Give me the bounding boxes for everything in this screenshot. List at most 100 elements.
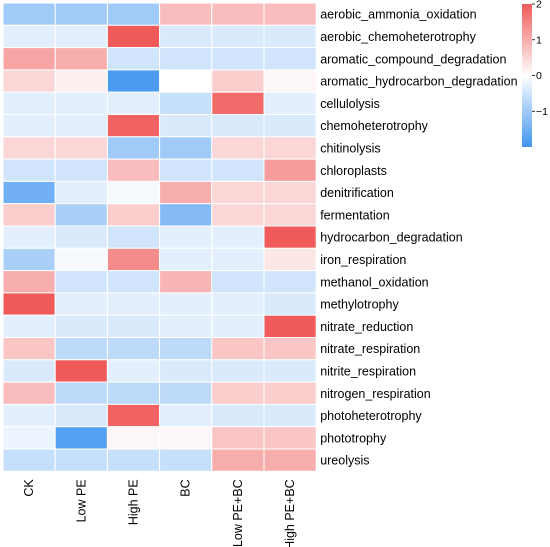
row-label: aromatic_compound_degradation [320, 52, 506, 66]
heatmap-cell [106, 203, 161, 227]
heatmap-cell [54, 314, 108, 339]
heatmap-cell [54, 292, 108, 316]
colorbar-tick-label: −1 [536, 106, 548, 118]
heatmap-cell [54, 47, 108, 71]
heatmap-cell [263, 247, 317, 272]
heatmap-cell [159, 91, 213, 115]
row-label: chitinolysis [320, 141, 380, 155]
heatmap-cell [54, 203, 108, 227]
heatmap-cell [2, 69, 56, 93]
column-label: BC [179, 479, 193, 496]
heatmap-cell [106, 381, 161, 405]
heatmap-cell [106, 114, 161, 138]
heatmap-cell [211, 114, 265, 138]
heatmap-cell [263, 47, 317, 71]
heatmap-cell [2, 292, 56, 316]
heatmap-cell [106, 2, 161, 26]
heatmap-cell [54, 2, 108, 26]
row-label: hydrocarbon_degradation [320, 231, 463, 245]
row-label: nitrate_respiration [320, 342, 420, 356]
column-labels: CK Low PE High PE BC Low PE+BC High PE+BC [22, 479, 297, 547]
heatmap-cell [106, 247, 161, 272]
heatmap-cell [159, 448, 213, 472]
heatmap-cell [263, 359, 317, 383]
heatmap-cell [2, 158, 56, 182]
heatmap-cell [2, 47, 56, 71]
heatmap-cell [159, 69, 213, 93]
heatmap-cell [211, 158, 265, 182]
row-label: chloroplasts [320, 164, 387, 178]
heatmap-cell [263, 2, 317, 26]
column-label: High PE+BC [283, 479, 297, 547]
row-label: photoheterotrophy [320, 409, 422, 423]
heatmap-cell [54, 91, 108, 115]
heatmap-cell [159, 47, 213, 71]
heatmap-cell [54, 247, 108, 272]
heatmap-cell [2, 314, 56, 339]
heatmap-cell [211, 314, 265, 339]
row-label: cellulolysis [320, 97, 380, 111]
heatmap-cell [211, 247, 265, 272]
colorbar: 2 1 0 −1 [522, 0, 548, 147]
heatmap-cell [211, 203, 265, 227]
row-label: nitrite_respiration [320, 364, 416, 378]
colorbar-tick-label: 1 [536, 34, 542, 46]
heatmap-cell [211, 69, 265, 93]
heatmap-cell [159, 337, 213, 361]
colorbar-tick-label: 2 [536, 0, 542, 11]
heatmap-cell [159, 426, 213, 450]
heatmap-cell [211, 47, 265, 71]
colorbar-tick-label: 0 [536, 70, 542, 82]
heatmap-cell [159, 114, 213, 138]
row-label: methanol_oxidation [320, 275, 428, 289]
heatmap-cell [2, 359, 56, 383]
heatmap-cell [159, 292, 213, 316]
heatmap-cells [2, 2, 317, 472]
heatmap-cell [159, 158, 213, 182]
heatmap-cell [54, 270, 108, 294]
heatmap-cell [106, 24, 161, 49]
heatmap-cell [263, 91, 317, 115]
colorbar-gradient [522, 4, 532, 147]
heatmap-cell [106, 69, 161, 93]
heatmap-cell [2, 448, 56, 472]
heatmap-cell [54, 448, 108, 472]
heatmap-cell [54, 136, 108, 160]
heatmap-cell [263, 69, 317, 93]
heatmap-cell [211, 180, 265, 205]
heatmap-cell [263, 292, 317, 316]
row-label: chemoheterotrophy [320, 119, 428, 133]
heatmap-cell [2, 381, 56, 405]
heatmap-cell [263, 270, 317, 294]
heatmap-cell [106, 448, 161, 472]
heatmap-cell [211, 24, 265, 49]
heatmap-cell [2, 403, 56, 428]
heatmap-cell [211, 359, 265, 383]
heatmap-cell [159, 359, 213, 383]
heatmap-cell [159, 180, 213, 205]
heatmap-cell [2, 203, 56, 227]
column-label: Low PE [74, 479, 88, 522]
heatmap-cell [211, 136, 265, 160]
heatmap-cell [54, 359, 108, 383]
row-label: methylotrophy [320, 298, 399, 312]
heatmap-cell [106, 136, 161, 160]
heatmap-cell [106, 426, 161, 450]
heatmap-cell [211, 337, 265, 361]
heatmap-cell [263, 426, 317, 450]
heatmap-cell [159, 2, 213, 26]
row-label: denitrification [320, 186, 394, 200]
row-label: aromatic_hydrocarbon_degradation [320, 75, 517, 89]
heatmap-cell [2, 114, 56, 138]
heatmap-cell [54, 24, 108, 49]
heatmap-cell [54, 114, 108, 138]
heatmap-cell [211, 426, 265, 450]
heatmap-cell [159, 136, 213, 160]
row-label: phototrophy [320, 431, 387, 445]
heatmap-cell [106, 225, 161, 249]
heatmap-cell [2, 270, 56, 294]
heatmap-cell [263, 225, 317, 249]
heatmap-cell [54, 225, 108, 249]
heatmap-cell [211, 381, 265, 405]
